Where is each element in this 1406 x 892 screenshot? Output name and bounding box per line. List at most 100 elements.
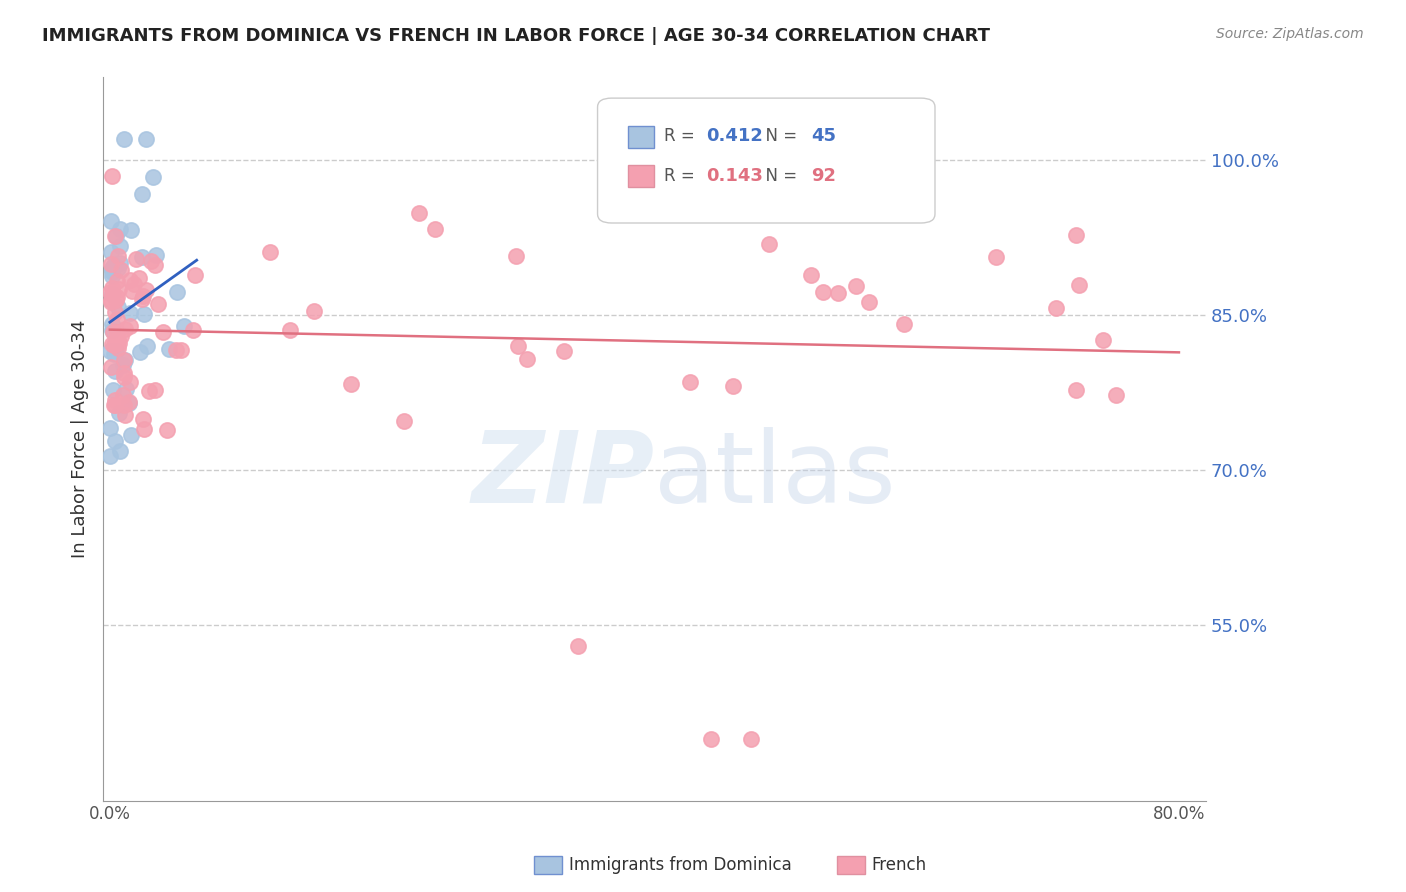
Point [108, 221, 131, 235]
Text: N =: N = [755, 167, 803, 185]
Point [100, 360, 122, 375]
Point [103, 258, 125, 272]
Point [516, 352, 538, 367]
Point [858, 294, 880, 309]
Point [100, 262, 122, 277]
Point [125, 252, 148, 266]
Point [100, 293, 122, 307]
Point [100, 318, 122, 332]
Point [145, 248, 167, 262]
Point [111, 358, 134, 372]
Point [425, 222, 447, 236]
Point [679, 375, 702, 389]
Point [107, 261, 129, 276]
Point [100, 295, 122, 310]
Point [100, 256, 122, 270]
Point [1045, 301, 1067, 316]
Point [118, 318, 141, 333]
Point [105, 274, 128, 288]
Point [104, 344, 127, 359]
Point [105, 333, 128, 347]
Point [120, 428, 142, 442]
Point [758, 237, 780, 252]
Point [110, 329, 132, 343]
Text: atlas: atlas [654, 426, 896, 524]
Point [118, 395, 141, 409]
Text: Source: ZipAtlas.com: Source: ZipAtlas.com [1216, 27, 1364, 41]
Point [112, 370, 135, 384]
Point [112, 366, 135, 380]
Text: N =: N = [755, 128, 803, 145]
Point [100, 214, 122, 228]
Point [408, 205, 430, 219]
Text: Immigrants from Dominica: Immigrants from Dominica [569, 856, 792, 874]
Point [845, 278, 868, 293]
Point [114, 398, 136, 412]
Point [567, 639, 589, 653]
Point [107, 250, 129, 264]
Point [156, 423, 179, 437]
Point [131, 292, 153, 306]
Text: IMMIGRANTS FROM DOMINICA VS FRENCH IN LABOR FORCE | AGE 30-34 CORRELATION CHART: IMMIGRANTS FROM DOMINICA VS FRENCH IN LA… [42, 27, 990, 45]
Text: 92: 92 [811, 167, 837, 185]
Point [112, 132, 135, 146]
Point [132, 307, 155, 321]
Text: 45: 45 [811, 128, 837, 145]
Point [101, 325, 124, 339]
Point [118, 305, 141, 319]
Point [118, 376, 141, 390]
Point [143, 383, 166, 397]
Point [104, 363, 127, 377]
Text: 0.412: 0.412 [706, 128, 762, 145]
Point [813, 285, 835, 299]
Point [110, 263, 132, 277]
Point [104, 305, 127, 319]
Point [115, 382, 138, 396]
Point [114, 322, 136, 336]
Point [1069, 278, 1091, 293]
Point [101, 286, 124, 301]
Point [146, 297, 169, 311]
Point [508, 339, 530, 353]
Point [112, 353, 135, 368]
Point [114, 353, 136, 368]
Point [1064, 227, 1087, 242]
Point [143, 258, 166, 272]
Point [100, 245, 122, 260]
Point [1092, 333, 1115, 347]
Point [104, 434, 127, 448]
Point [107, 341, 129, 355]
Point [104, 229, 127, 244]
Point [128, 271, 150, 285]
Point [108, 444, 131, 458]
Point [103, 384, 125, 398]
Point [118, 273, 141, 287]
Point [505, 249, 527, 263]
Point [105, 290, 128, 304]
Point [114, 408, 136, 422]
Point [740, 731, 762, 746]
Point [170, 343, 193, 358]
Point [827, 286, 849, 301]
Point [132, 422, 155, 436]
Point [101, 265, 124, 279]
Point [103, 346, 125, 360]
Text: R =: R = [664, 167, 700, 185]
Point [108, 282, 131, 296]
Point [1104, 388, 1126, 402]
Point [103, 338, 125, 352]
Point [184, 268, 207, 283]
Point [103, 398, 125, 412]
Point [553, 344, 575, 359]
Point [104, 398, 127, 412]
Point [104, 335, 127, 350]
Point [157, 342, 180, 356]
Point [107, 312, 129, 326]
Point [1064, 383, 1087, 397]
Point [108, 335, 131, 350]
Point [132, 289, 155, 303]
Point [721, 379, 744, 393]
Point [101, 169, 124, 184]
Point [181, 323, 204, 337]
Point [304, 304, 326, 318]
